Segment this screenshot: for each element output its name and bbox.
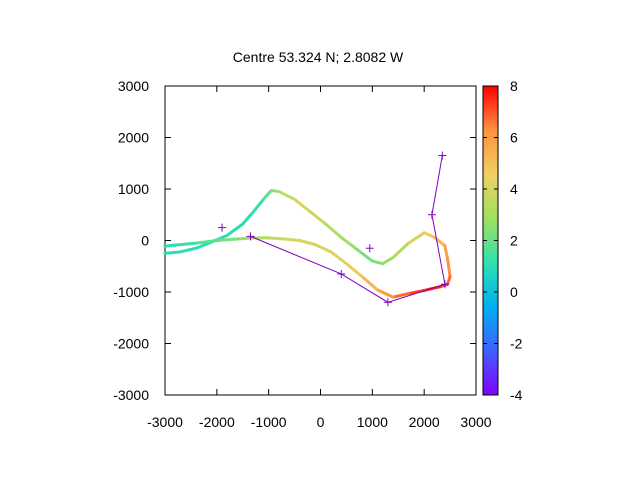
plus-marker [365,244,374,253]
track-segment [194,239,219,245]
track-segment [313,243,333,254]
track-segment [173,241,198,247]
colorbar-tick-label: 0 [510,284,518,300]
y-tick-label: -2000 [113,336,149,352]
y-tick-label: 1000 [118,181,149,197]
colorbar: 8 6 4 2 0 -2 -4 [482,78,523,403]
track-segment [445,257,452,279]
colorbar-tick-label: -4 [510,387,523,403]
colorbar-tick-label: 8 [510,78,518,94]
x-tick-label: 2000 [409,414,440,430]
x-tick-label: 3000 [460,414,491,430]
plus-marker [383,298,392,307]
x-tick-label: -3000 [147,414,183,430]
plus-marker [218,223,227,232]
track-segment [225,222,245,237]
chart-title: Centre 53.324 N; 2.8082 W [233,49,404,65]
plot-area [163,85,477,396]
track-segment [298,239,317,247]
track-segment [381,255,395,266]
track-segment [407,231,426,245]
y-tick-label: -3000 [113,387,149,403]
track-segment [422,231,437,239]
track-segment [324,222,343,239]
x-tick-label: -1000 [251,414,287,430]
track-segment [443,244,449,261]
x-tick-label: 0 [317,414,325,430]
track-segment [339,235,359,251]
track-segment [215,237,240,242]
track-segment [163,243,177,248]
colorbar-tick-label: -2 [510,336,523,352]
colorbar-ticks: 8 6 4 2 0 -2 -4 [483,78,523,403]
track-segment [407,288,426,296]
y-axis: 3000 2000 1000 0 -1000 -2000 -3000 [113,78,476,403]
track-segment [241,210,255,226]
waypoint-line [250,155,446,303]
track-segment [163,250,183,255]
track-segment [293,197,312,214]
track-segment [261,189,273,201]
x-tick-label: 1000 [357,414,388,430]
colorbar-tick-label: 6 [510,130,518,146]
plus-marker [438,151,447,160]
marker-layer [218,151,449,307]
track-segment [308,210,328,226]
track-segment [194,240,214,250]
track-segment [391,292,411,299]
track-segment [344,262,364,279]
track-segment [282,237,302,242]
track-segment [329,250,348,266]
track-segment [391,241,411,259]
track-segment [370,259,385,266]
plus-marker [246,232,255,241]
track-segment [251,197,265,214]
track-segment [277,190,297,201]
colorbar-tick-label: 4 [510,181,518,197]
colorbar-tick-label: 2 [510,233,518,249]
plus-marker [427,210,436,219]
y-tick-label: 2000 [118,130,149,146]
y-tick-label: 0 [141,233,149,249]
track-segment [267,236,286,241]
series-layer [163,189,452,299]
track-segment [179,246,198,254]
track-segment [376,288,395,299]
x-axis: -3000 -2000 -1000 0 1000 2000 3000 [147,86,492,430]
track-segment [355,247,374,263]
y-tick-label: 3000 [118,78,149,94]
x-tick-label: -2000 [199,414,235,430]
track-segment [360,275,380,292]
plus-marker [337,269,346,278]
plus-marker [440,280,449,289]
y-tick-label: -1000 [113,284,149,300]
